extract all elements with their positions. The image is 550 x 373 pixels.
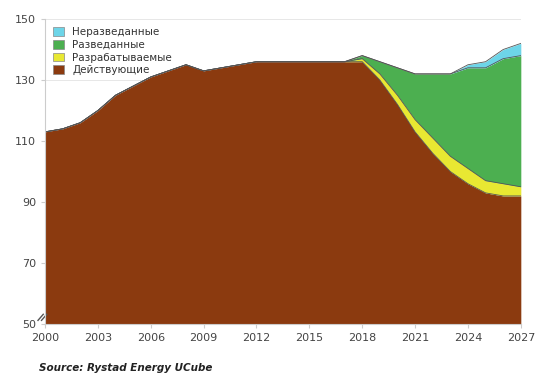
Text: Source: Rystad Energy UCube: Source: Rystad Energy UCube — [39, 363, 212, 373]
Legend: Неразведанные, Разведанные, Разрабатываемые, Действующие: Неразведанные, Разведанные, Разрабатывае… — [50, 24, 175, 78]
